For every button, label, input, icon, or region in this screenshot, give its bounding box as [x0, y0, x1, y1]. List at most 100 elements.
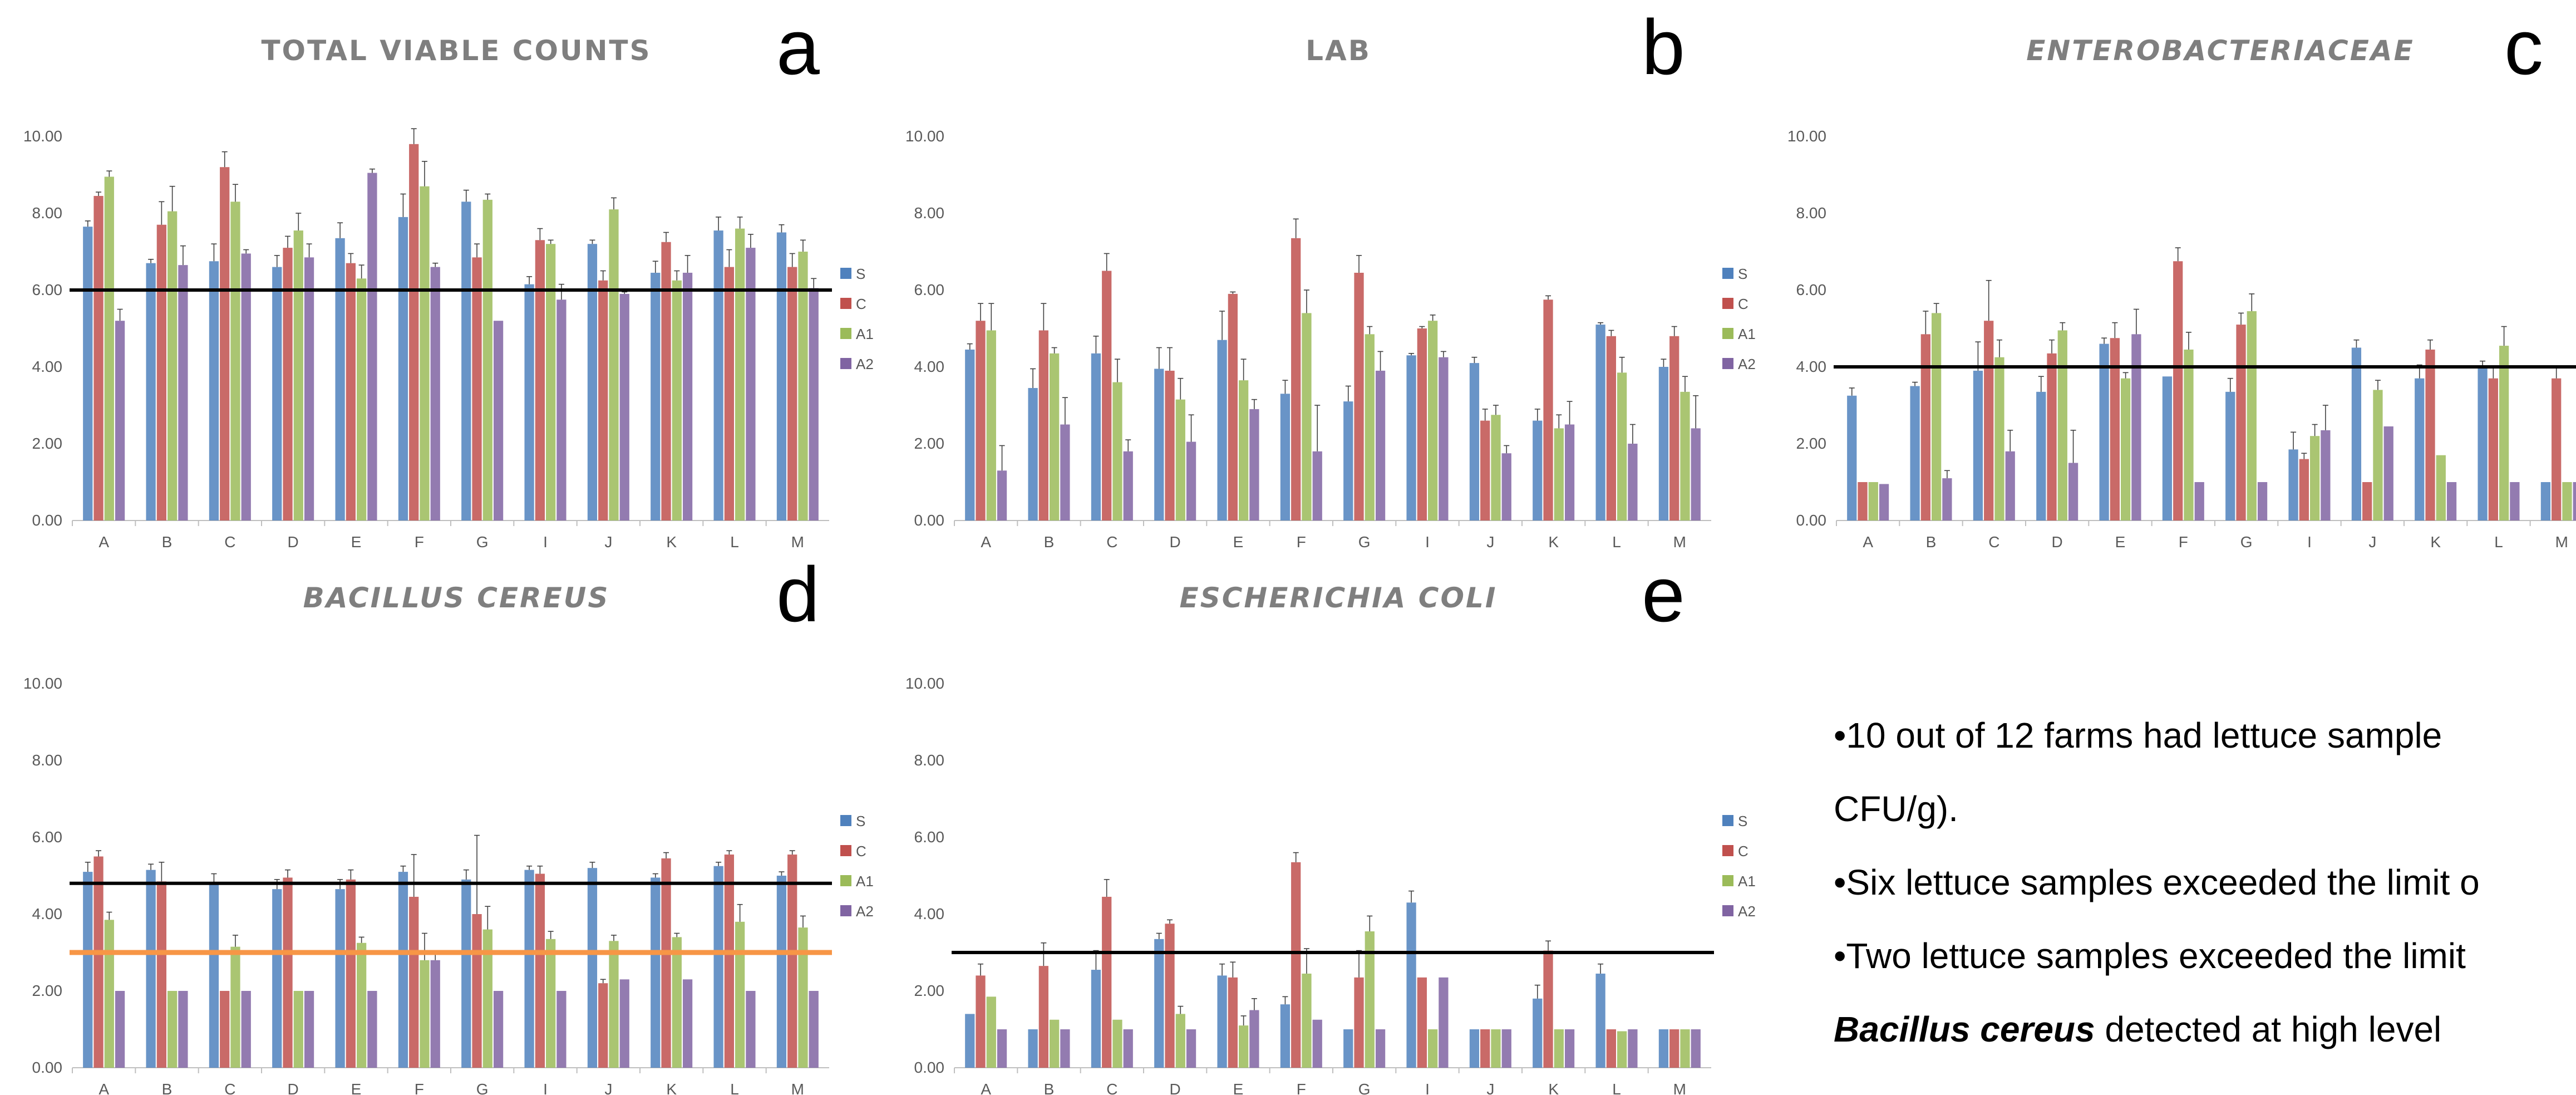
bar-a2 — [556, 299, 567, 521]
x-tick-label: E — [2115, 533, 2126, 551]
bar-s — [398, 217, 408, 521]
bar-c — [535, 240, 545, 521]
x-tick-label: F — [1297, 533, 1306, 551]
bar-s — [1595, 973, 1605, 1068]
bar-a2 — [1691, 428, 1701, 521]
panel-letter: c — [2504, 3, 2543, 91]
bar-a2 — [115, 991, 125, 1068]
bar-c — [1228, 977, 1238, 1068]
bar-a2 — [178, 265, 188, 521]
bar-a1 — [986, 996, 996, 1068]
bar-a2 — [1691, 1029, 1701, 1068]
bar-a1 — [672, 280, 682, 521]
bar-a1 — [1050, 1019, 1060, 1068]
bar-s — [83, 227, 93, 521]
bar-a1 — [104, 920, 114, 1068]
bar-a1 — [1491, 1029, 1501, 1068]
legend-label: A1 — [856, 326, 874, 342]
x-tick-label: G — [1358, 1081, 1371, 1095]
chart-title: BACILLUS CEREUS — [303, 582, 610, 614]
bar-a1 — [1617, 1031, 1627, 1068]
x-tick-label: B — [162, 533, 173, 551]
bar-s — [1533, 420, 1543, 521]
bar-s — [398, 872, 408, 1068]
bar-s — [209, 261, 219, 521]
bar-a1 — [735, 228, 745, 521]
bar-a1 — [1554, 428, 1564, 521]
bar-c — [1354, 272, 1364, 521]
bar-a2 — [1439, 977, 1449, 1068]
legend-swatch-a2 — [1722, 905, 1733, 916]
bar-a2 — [1186, 441, 1196, 521]
bar-a1 — [482, 199, 492, 521]
x-tick-label: F — [2179, 533, 2188, 551]
x-tick-label: A — [98, 1081, 109, 1095]
x-tick-label: J — [2368, 533, 2376, 551]
bar-s — [713, 230, 723, 521]
chart-panel-lab: LAB b 0.00 2.00 4.00 6.00 8.00 10.00 A B C D E F G I J… — [882, 0, 1795, 551]
bar-c — [976, 321, 986, 521]
bar-a2 — [1628, 444, 1638, 521]
chart-title: LAB — [1306, 35, 1371, 67]
bar-s — [1595, 325, 1605, 521]
bar-c — [1543, 950, 1553, 1068]
x-tick-label: L — [730, 533, 739, 551]
legend-swatch-a1 — [840, 328, 851, 339]
bar-a1 — [1428, 1029, 1438, 1068]
bar-s — [2478, 367, 2488, 521]
x-tick-label: F — [415, 1081, 424, 1095]
bar-c — [472, 914, 482, 1068]
bar-a1 — [1617, 372, 1627, 521]
bar-a2 — [1123, 1029, 1133, 1068]
bar-s — [776, 232, 787, 521]
legend-label: A1 — [1738, 326, 1756, 342]
bar-a1 — [2373, 390, 2383, 521]
bar-s — [1469, 363, 1480, 521]
chart-panel-escherichia-coli: ESCHERICHIA COLI e 0.00 2.00 4.00 6.00 8.00 1… — [882, 547, 1795, 1095]
legend-label: A2 — [856, 356, 874, 372]
legend-swatch-a2 — [840, 905, 851, 916]
bar-s — [1154, 939, 1164, 1068]
note-line: CFU/g). — [1834, 789, 1958, 829]
y-tick-label: 4.00 — [914, 358, 945, 375]
bar-a2 — [304, 991, 314, 1068]
bar-a2 — [1879, 484, 1889, 521]
x-tick-label: B — [162, 1081, 173, 1095]
x-tick-label: E — [351, 533, 362, 551]
legend-label: C — [1738, 843, 1748, 860]
bar-c — [2236, 325, 2246, 521]
bar-c — [156, 224, 166, 521]
bar-a1 — [357, 278, 367, 521]
bar-s — [1469, 1029, 1480, 1068]
x-tick-label: I — [2307, 533, 2312, 551]
bar-c — [472, 257, 482, 521]
x-tick-label: A — [1863, 533, 1873, 551]
bar-s — [1406, 902, 1416, 1068]
bar-s — [83, 872, 93, 1068]
bar-c — [1038, 330, 1048, 521]
bar-a1 — [1365, 931, 1375, 1068]
y-tick-label: 6.00 — [914, 281, 945, 298]
bar-a2 — [1628, 1029, 1638, 1068]
x-tick-label: J — [604, 533, 612, 551]
legend-label: A1 — [856, 873, 874, 890]
bar-a1 — [293, 230, 303, 521]
x-tick-label: K — [1548, 533, 1559, 551]
bar-s — [713, 866, 723, 1068]
x-tick-label: D — [288, 533, 299, 551]
x-tick-label: G — [476, 1081, 489, 1095]
bar-a1 — [1112, 382, 1122, 521]
bar-c — [1606, 1029, 1616, 1068]
bar-s — [965, 1014, 975, 1068]
x-tick-label: C — [1988, 533, 1999, 551]
note-text: detected at high level — [2095, 1009, 2442, 1049]
bar-c — [2425, 349, 2435, 521]
bar-a1 — [2184, 349, 2194, 521]
bar-s — [2540, 482, 2551, 521]
bar-c — [787, 267, 797, 521]
y-tick-label: 8.00 — [914, 204, 945, 222]
x-tick-label: C — [1106, 1081, 1117, 1095]
bar-a2 — [1564, 424, 1575, 521]
bar-a2 — [2573, 482, 2576, 521]
